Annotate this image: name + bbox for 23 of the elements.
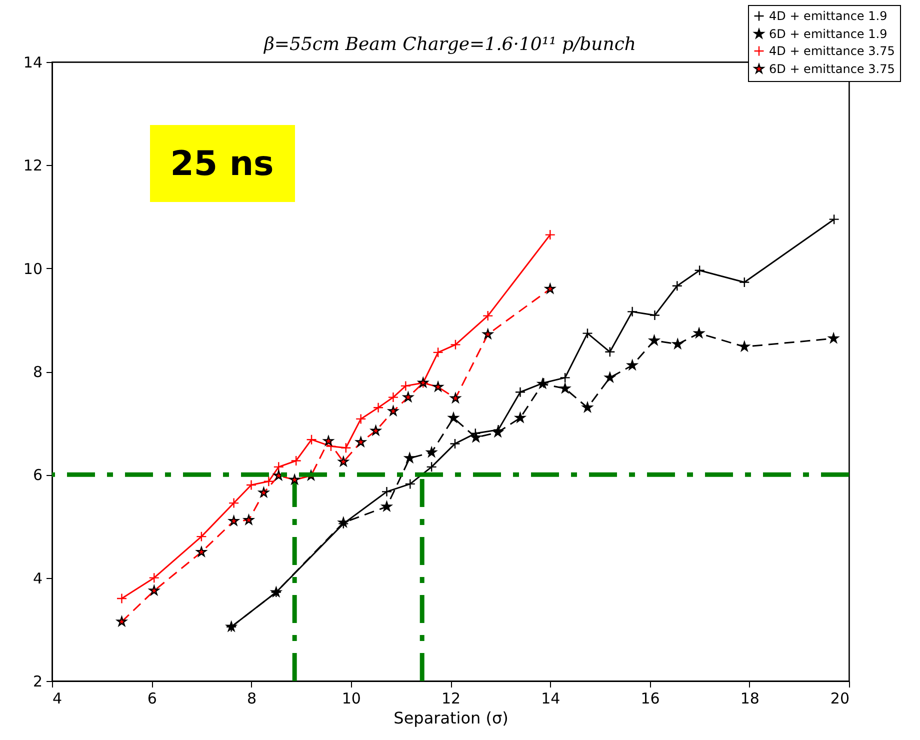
legend-label: 4D + emittance 3.75 — [769, 44, 895, 58]
chart-title: β=55cm Beam Charge=1.6·10¹¹ p/bunch — [263, 34, 636, 55]
legend-label: 6D + emittance 3.75 — [769, 62, 895, 76]
x-axis-title: Separation (σ) — [394, 708, 508, 728]
y-tick-label: 12 — [23, 156, 42, 175]
x-tick-label: 12 — [441, 690, 461, 708]
x-tick-label: 6 — [147, 690, 157, 708]
y-tick-label: 10 — [23, 260, 42, 278]
y-tick-label: 8 — [32, 363, 42, 381]
x-tick-label: 4 — [52, 690, 62, 708]
x-tick-label: 18 — [740, 690, 760, 708]
legend-label: 6D + emittance 1.9 — [769, 27, 888, 41]
x-tick-label: 8 — [246, 690, 257, 708]
legend-label: 4D + emittance 1.9 — [769, 9, 888, 23]
y-tick-label: 2 — [32, 672, 42, 690]
annotation: 25 ns — [170, 144, 274, 184]
y-tick-label: 6 — [32, 466, 42, 484]
x-tick-label: 10 — [342, 690, 361, 708]
x-tick-label: 16 — [640, 690, 660, 708]
x-tick-label: 20 — [830, 690, 850, 708]
y-tick-label: 14 — [23, 54, 42, 72]
x-tick-label: 14 — [541, 690, 560, 708]
y-tick-label: 4 — [32, 569, 42, 588]
